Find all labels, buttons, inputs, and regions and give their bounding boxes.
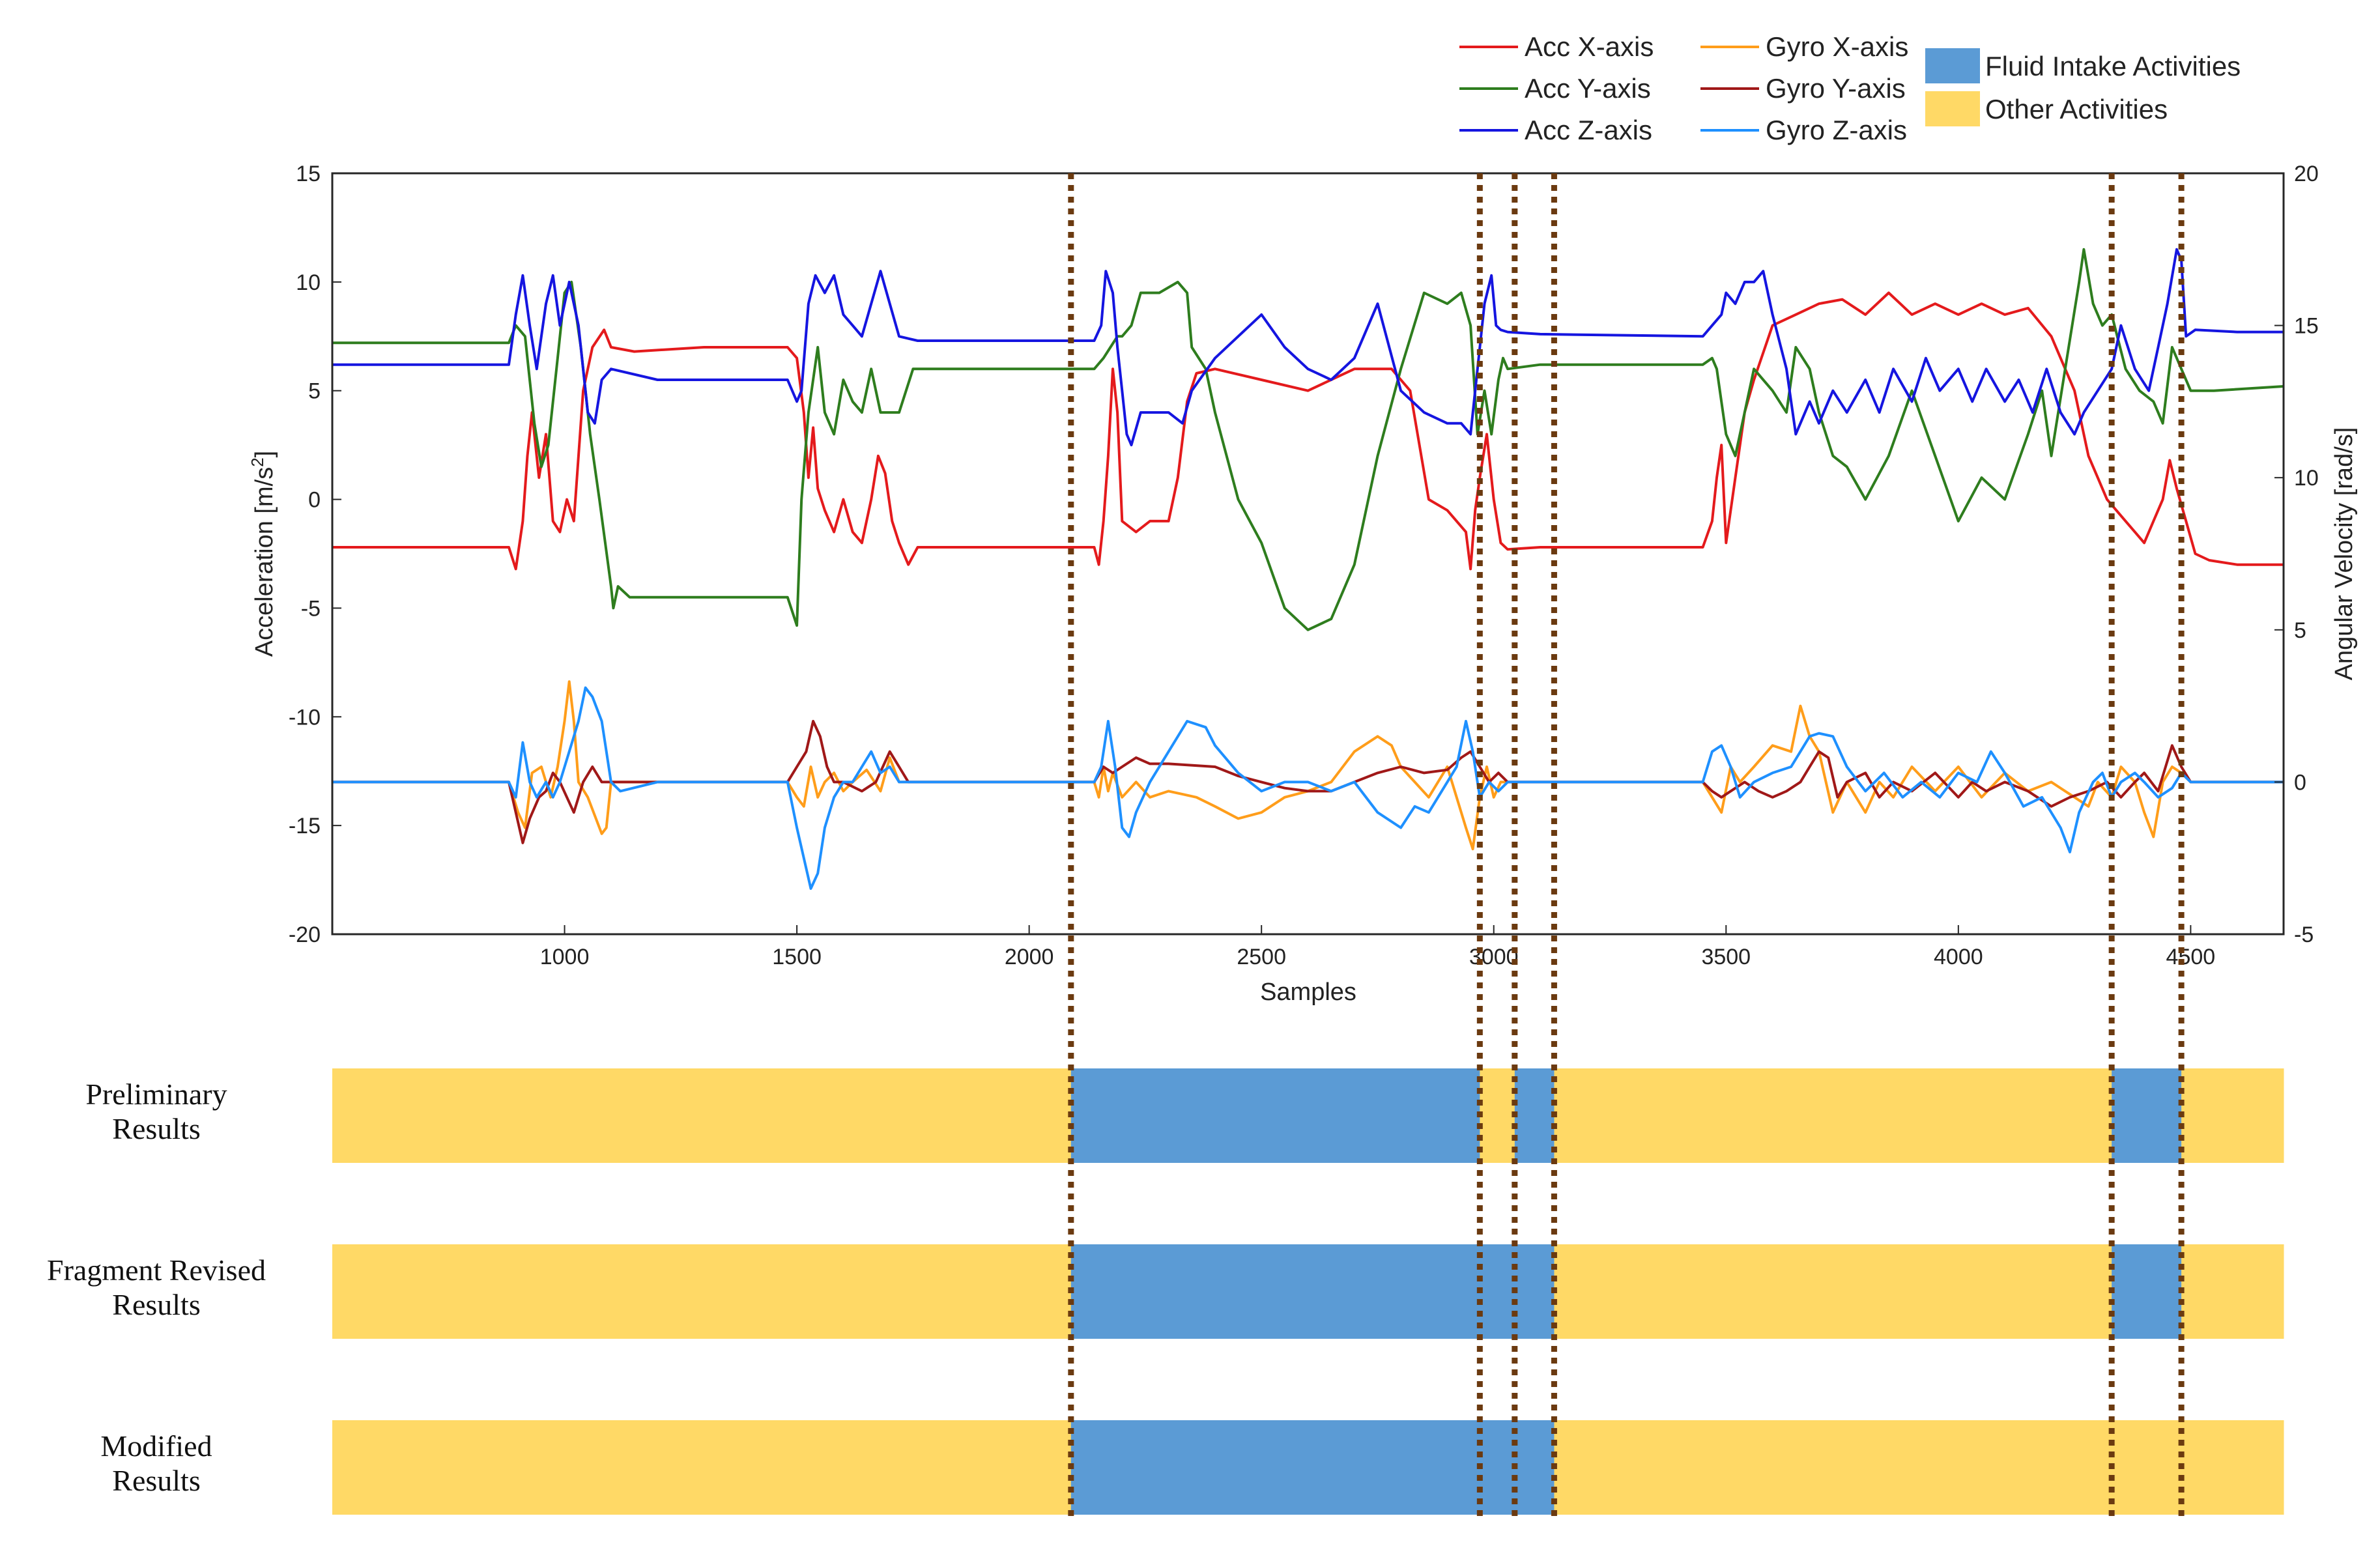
- result-segment-other: [2181, 1068, 2284, 1163]
- legend-line-label: Acc X-axis: [1525, 31, 1654, 62]
- result-row-label-line1: Modified: [100, 1429, 212, 1463]
- result-segment-other: [1554, 1068, 2112, 1163]
- series-line-acc-z-axis: [332, 248, 2284, 447]
- legend-line-label: Gyro Y-axis: [1766, 73, 1906, 104]
- left-y-tick-label: -15: [289, 814, 321, 838]
- right-y-tick-label: 10: [2294, 466, 2319, 491]
- result-segment-fluid: [1514, 1068, 1555, 1163]
- left-y-axis-label: Acceleration [m/s2]: [248, 451, 278, 657]
- series-layer: [332, 248, 2284, 890]
- left-y-tick-label: 0: [308, 488, 321, 513]
- legend-line-label: Gyro Z-axis: [1766, 115, 1907, 145]
- series-line-acc-y-axis: [332, 248, 2284, 631]
- left-y-axis-label-sup: 2: [248, 457, 267, 466]
- right-y-tick-label: 20: [2294, 162, 2319, 186]
- left-y-tick-label: -5: [301, 596, 321, 621]
- left-y-axis-ticks: 15 10 5 0 -5 -10 -15 -20: [289, 162, 341, 947]
- legend-patch-label: Other Activities: [1985, 94, 2168, 124]
- plot-frame: [331, 172, 2285, 936]
- left-y-tick-label: 5: [308, 379, 321, 404]
- result-segment-fluid: [2112, 1068, 2182, 1163]
- series-line-gyro-z-axis: [332, 686, 2284, 890]
- plot-area: 1000 1500 2000 2500 3000 3500 4000 4500 15 10 5 0 -…: [248, 162, 2358, 1006]
- x-tick-label: 4500: [2166, 945, 2216, 969]
- x-tick-label: 4000: [1934, 945, 1983, 969]
- x-tick-label: 2000: [1005, 945, 1054, 969]
- result-segment-fluid: [1070, 1244, 1555, 1339]
- legend-line-label: Acc Z-axis: [1525, 115, 1652, 145]
- result-segment-other: [1554, 1244, 2112, 1339]
- x-tick-label: 1500: [772, 945, 822, 969]
- left-y-tick-label: 15: [296, 162, 321, 186]
- right-y-tick-label: 5: [2294, 618, 2306, 643]
- x-tick-label: 1000: [540, 945, 590, 969]
- right-y-tick-label: 15: [2294, 314, 2319, 339]
- result-segment-other: [332, 1420, 1072, 1515]
- legend: Acc X-axis Acc Y-axis Acc Z-axis Gyro X-axi…: [1459, 31, 2241, 145]
- result-row-label-line2: Results: [112, 1464, 200, 1497]
- right-y-tick-label: 0: [2294, 770, 2306, 795]
- result-row-label-line1: Preliminary: [85, 1078, 227, 1111]
- left-y-tick-label: -20: [289, 922, 321, 947]
- left-y-tick-label: 10: [296, 270, 321, 295]
- boundary-lines: [1068, 173, 2185, 1518]
- series-line-acc-x-axis: [332, 291, 2284, 571]
- right-y-tick-label: -5: [2294, 922, 2314, 947]
- x-tick-label: 2500: [1237, 945, 1286, 969]
- legend-line-label: Acc Y-axis: [1525, 73, 1651, 104]
- result-segment-other: [1554, 1420, 2284, 1515]
- left-y-axis-label-main: Acceleration [m/s: [251, 467, 278, 657]
- result-segment-other: [332, 1244, 1072, 1339]
- result-row-label-line1: Fragment Revised: [47, 1253, 266, 1287]
- result-segment-other: [2181, 1244, 2284, 1339]
- x-axis-ticks: 1000 1500 2000 2500 3000 3500 4000 4500: [540, 925, 2215, 969]
- result-row-label-line2: Results: [112, 1112, 200, 1145]
- x-tick-label: 3500: [1701, 945, 1751, 969]
- result-segment-fluid: [1070, 1420, 1555, 1515]
- right-y-axis-label: Angular Velocity [rad/s]: [2330, 427, 2358, 681]
- x-axis-label: Samples: [1260, 979, 1356, 1006]
- result-row-label-line2: Results: [112, 1288, 200, 1321]
- x-tick-label: 3000: [1469, 945, 1519, 969]
- legend-patch-swatch: [1925, 91, 1980, 126]
- result-segment-other: [332, 1068, 1072, 1163]
- left-y-tick-label: -10: [289, 705, 321, 730]
- legend-patch-swatch: [1925, 48, 1980, 83]
- result-segment-fluid: [1070, 1068, 1480, 1163]
- legend-patch-label: Fluid Intake Activities: [1985, 51, 2241, 81]
- left-y-axis-label-end: ]: [251, 451, 278, 458]
- result-segment-fluid: [2112, 1244, 2182, 1339]
- result-segment-other: [1480, 1068, 1515, 1163]
- right-y-axis-ticks: 20 15 10 5 0 -5: [2274, 162, 2319, 947]
- legend-line-label: Gyro X-axis: [1766, 31, 1908, 62]
